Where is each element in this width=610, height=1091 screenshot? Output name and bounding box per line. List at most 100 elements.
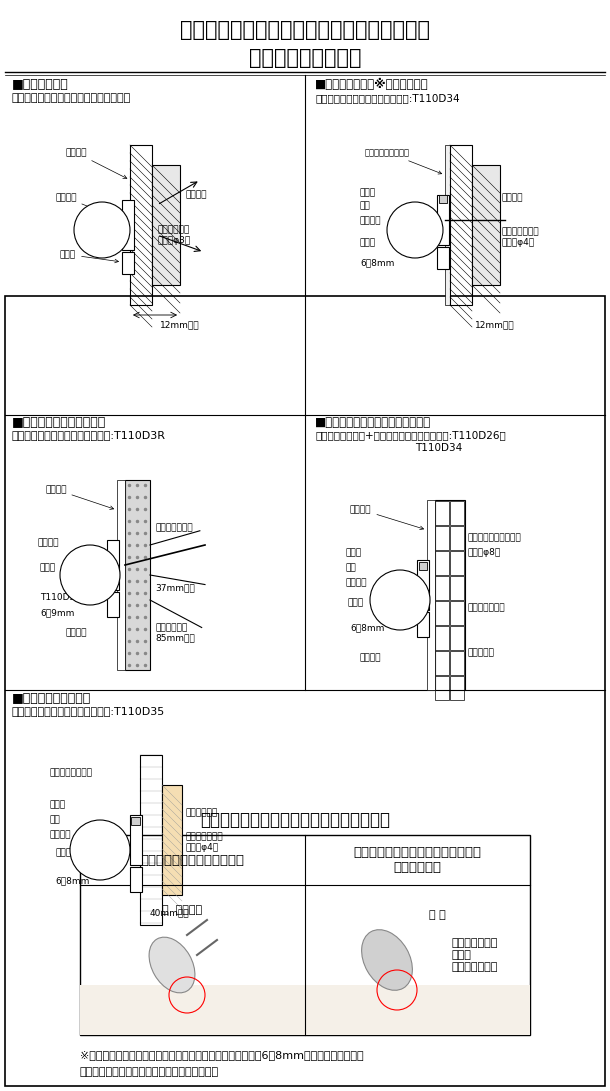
Bar [417,560,429,610]
Bar [107,540,119,590]
Text: T110D34: T110D34 [415,443,462,453]
Bar [435,651,449,675]
Bar [450,651,464,675]
Text: ■コンクリート下地の場合: ■コンクリート下地の場合 [12,416,106,429]
Bar [140,755,162,925]
Text: ■木下地の場合: ■木下地の場合 [12,79,69,92]
Text: カバー: カバー [55,848,71,858]
Bar [152,165,180,285]
Text: 85mm以上: 85mm以上 [155,633,195,642]
Text: 木（補強材）: 木（補強材） [185,808,217,817]
Bar [450,526,464,550]
Text: ハンガーボルト
または
アンカーボルト: ハンガーボルト または アンカーボルト [452,938,498,972]
Text: タッピンねじで固定する場合: タッピンねじで固定する場合 [140,853,244,866]
Text: 仕上げ面（タイル）: 仕上げ面（タイル） [365,148,442,175]
Bar [435,601,449,625]
Bar [5,296,605,1086]
Text: カバー: カバー [60,250,118,263]
Text: アンカーボルト: アンカーボルト [155,523,193,532]
Text: タッピンねじ
下穴（φ3）: タッピンねじ 下穴（φ3） [157,226,190,244]
Bar [131,817,140,825]
Bar [445,145,450,305]
Text: 37mm以上: 37mm以上 [155,583,195,592]
Text: 調整してからカバーを取り付けてください。: 調整してからカバーを取り付けてください。 [80,1067,219,1077]
Text: タ  ビンねじ: タ ビンねじ [162,906,202,915]
Bar [427,500,435,690]
Text: 座金: 座金 [345,563,356,572]
Ellipse shape [149,937,195,993]
Text: ハンガーボルト
下穴（φ4）: ハンガーボルト 下穴（φ4） [185,832,223,852]
Text: フランジ: フランジ [360,216,381,225]
Text: ■木下地の場合　※タイル仕上げ: ■木下地の場合 ※タイル仕上げ [315,79,429,92]
Text: 固定金具により使用する穴が異なります。: 固定金具により使用する穴が異なります。 [200,811,390,829]
Bar [472,165,500,285]
Bar [117,480,125,670]
Text: ハンガーボルト、アンカーボルトで
固定する場合: ハンガーボルト、アンカーボルトで 固定する場合 [353,846,481,874]
Text: 6〜9mm: 6〜9mm [40,608,74,618]
Bar [439,195,447,203]
Text: 仕上げ面: 仕上げ面 [350,505,423,529]
Circle shape [370,570,430,630]
Text: 6〜8mm: 6〜8mm [350,623,384,632]
Ellipse shape [362,930,412,991]
Text: ■コンクリートブロック下地の場合: ■コンクリートブロック下地の場合 [315,416,431,429]
Circle shape [387,202,443,257]
Bar [162,786,182,895]
Bar [437,195,449,245]
Text: （アンカーボルト固定）固定金具:T110D3R: （アンカーボルト固定）固定金具:T110D3R [12,430,166,440]
Text: （タッピンねじ固定）同梱のねじを使用: （タッピンねじ固定）同梱のねじを使用 [12,93,131,103]
Circle shape [60,546,120,606]
Bar [130,815,142,865]
Text: 樹脂プラグ: 樹脂プラグ [468,648,495,657]
Bar [435,551,449,575]
Text: フランジ: フランジ [37,538,59,547]
Text: インテリア・バー（コンテンポラリタイプ）: インテリア・バー（コンテンポラリタイプ） [180,20,430,40]
Text: 6〜8mm: 6〜8mm [360,257,395,267]
Text: ナット: ナット [360,188,376,197]
Bar [450,551,464,575]
Bar [130,145,152,305]
Text: 下穴（φ8）: 下穴（φ8） [468,548,501,558]
Text: コンクリートブロック: コンクリートブロック [468,533,522,542]
Text: 座金: 座金 [50,815,61,824]
Text: 6〜8mm: 6〜8mm [55,876,90,885]
Text: コンクリート: コンクリート [155,623,187,632]
Bar [417,612,429,637]
Bar [125,480,150,670]
Text: フランジ: フランジ [345,578,367,587]
Text: 仕上げ面: 仕上げ面 [65,148,127,179]
Bar [450,501,464,525]
Text: フランジ: フランジ [55,193,119,219]
Text: ナット: ナット [50,800,66,810]
Text: ハンガーボルト
下穴（φ4）: ハンガーボルト 下穴（φ4） [502,228,540,247]
Text: （ハンガーボルト固定）固定金具:T110D35: （ハンガーボルト固定）固定金具:T110D35 [12,706,165,716]
Bar [419,562,427,570]
Text: 合板など: 合板など [185,191,207,200]
Bar [107,592,119,618]
Bar [435,500,465,690]
Text: ※ハンガーボルト・アンカーボルトの出代が壁仕上げ面より6〜8mmの範囲になるように: ※ハンガーボルト・アンカーボルトの出代が壁仕上げ面より6〜8mmの範囲になるよう… [80,1050,364,1060]
Text: モルタル: モルタル [65,628,87,637]
Bar [435,576,449,600]
Text: ペーパーハニカム: ペーパーハニカム [50,768,93,777]
Text: 12mm以上: 12mm以上 [160,321,199,329]
Text: T110D34: T110D34 [40,594,81,602]
Bar [450,576,464,600]
Text: 40mm以上: 40mm以上 [150,908,190,918]
Text: （ハンガーボルト+樹脂プラグ固定）固定金具:T110D26、: （ハンガーボルト+樹脂プラグ固定）固定金具:T110D26、 [315,430,506,440]
Bar [435,526,449,550]
Text: フランジ: フランジ [50,830,71,839]
Bar [450,145,472,305]
Text: カバー: カバー [360,238,376,247]
Bar [80,985,530,1035]
Bar [450,601,464,625]
Bar [122,252,134,274]
Bar [437,247,449,269]
Circle shape [74,202,130,257]
Bar [435,501,449,525]
Bar [435,676,449,700]
Circle shape [70,820,130,880]
Text: 合板など: 合板など [502,193,523,202]
Bar [122,200,134,250]
Text: ナット: ナット [345,548,361,558]
